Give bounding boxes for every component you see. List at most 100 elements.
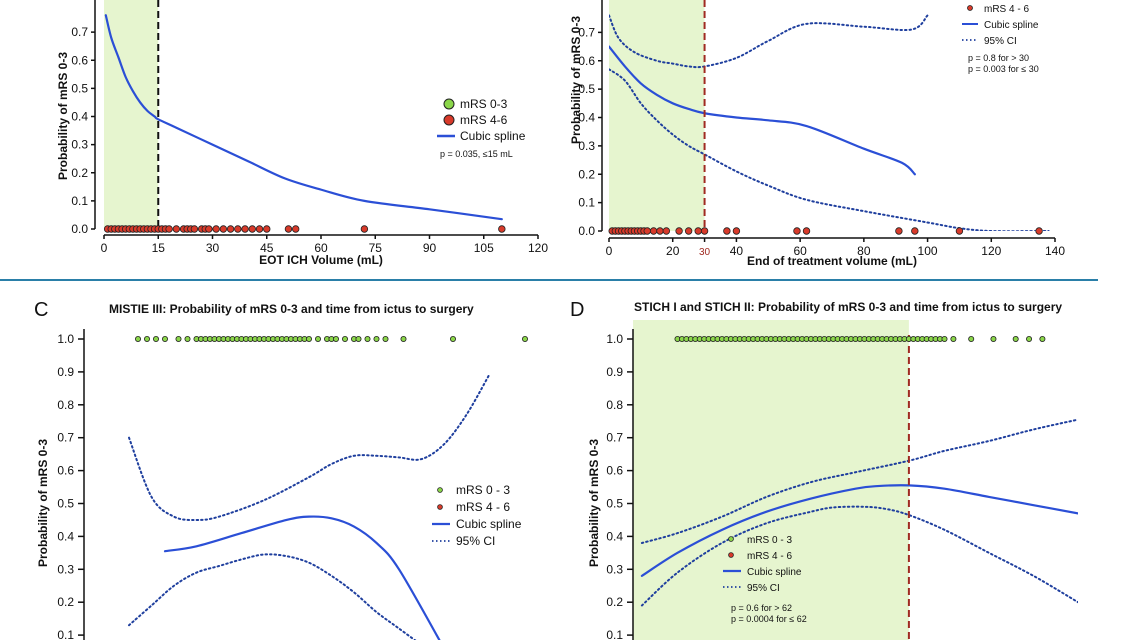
data-point bbox=[355, 335, 362, 342]
data-point bbox=[723, 227, 731, 235]
legend-label: 95% CI bbox=[456, 534, 495, 548]
panel-title: STICH I and STICH II: Probability of mRS… bbox=[634, 300, 1062, 314]
p-value-annotation: p = 0.003 for ≤ 30 bbox=[968, 64, 1039, 74]
data-point bbox=[643, 227, 651, 235]
plot-area bbox=[609, 0, 1050, 231]
data-point bbox=[684, 227, 693, 235]
x-tick-label: 60 bbox=[793, 244, 807, 258]
y-axis-label: Probability of mRS 0-3 bbox=[569, 16, 583, 144]
legend-label: 95% CI bbox=[747, 583, 780, 594]
p-value-annotation: p = 0.0004 for ≤ 62 bbox=[731, 614, 807, 624]
y-tick-label: 1.0 bbox=[606, 332, 623, 346]
data-point bbox=[382, 335, 389, 342]
y-tick-label: 0.6 bbox=[578, 54, 595, 68]
y-tick-label: 0.3 bbox=[606, 562, 623, 576]
data-point bbox=[990, 335, 997, 342]
data-point bbox=[143, 335, 150, 342]
y-tick-label: 0.3 bbox=[578, 139, 595, 153]
x-tick-label: 105 bbox=[474, 241, 494, 255]
y-tick-label: 1.0 bbox=[57, 332, 74, 346]
data-point bbox=[305, 335, 312, 342]
panel-a: 0.0 0.1 0.2 0.3 0.4 0.5 0.6 0.7 0 15 30 45 60 75 90 105… bbox=[56, 0, 548, 267]
x-tick-label: 0 bbox=[101, 241, 108, 255]
y-axis-label: Probability of mRS 0-3 bbox=[36, 439, 50, 567]
y-tick-label: 0.1 bbox=[57, 628, 74, 640]
y-tick-label: 0.4 bbox=[57, 529, 74, 543]
data-point bbox=[1039, 335, 1046, 342]
shaded-region bbox=[633, 320, 909, 640]
data-point bbox=[175, 335, 182, 342]
data-point bbox=[968, 335, 975, 342]
data-point bbox=[1035, 227, 1043, 235]
data-point bbox=[152, 335, 159, 342]
spline-line bbox=[104, 14, 503, 221]
y-tick-label: 0.0 bbox=[71, 222, 88, 236]
legend: mRS 0 - 3 mRS 4 - 6 Cubic spline 95% CI bbox=[723, 535, 802, 594]
plot-area bbox=[104, 0, 503, 229]
legend-label: mRS 4 - 6 bbox=[984, 4, 1029, 15]
data-point bbox=[161, 335, 168, 342]
y-tick-label: 0.1 bbox=[578, 196, 595, 210]
data-point bbox=[895, 227, 903, 235]
data-point bbox=[241, 225, 249, 233]
legend-label: Cubic spline bbox=[747, 567, 802, 578]
data-point bbox=[219, 225, 228, 233]
data-point bbox=[732, 227, 741, 235]
y-tick-label: 0.3 bbox=[71, 138, 88, 152]
data-point bbox=[950, 335, 957, 342]
p-value-annotation: p = 0.8 for > 30 bbox=[968, 53, 1029, 63]
data-point bbox=[341, 335, 348, 342]
x-tick-label: 0 bbox=[606, 244, 613, 258]
y-tick-label: 0.6 bbox=[71, 53, 88, 67]
panel-letter: C bbox=[34, 299, 48, 321]
y-tick-label: 0.1 bbox=[606, 628, 623, 640]
y-tick-label: 0.2 bbox=[578, 167, 595, 181]
y-tick-label: 0.4 bbox=[606, 529, 623, 543]
shaded-region bbox=[104, 0, 159, 229]
ci-line bbox=[128, 374, 490, 521]
legend-label: mRS 0-3 bbox=[460, 97, 508, 111]
data-point bbox=[165, 225, 173, 233]
legend-label: mRS 4 - 6 bbox=[747, 551, 792, 562]
data-point bbox=[649, 227, 658, 235]
data-point bbox=[662, 227, 671, 235]
data-point bbox=[184, 335, 191, 342]
data-point bbox=[226, 225, 235, 233]
y-tick-label: 0.7 bbox=[606, 431, 623, 445]
y-tick-label: 0.3 bbox=[57, 562, 74, 576]
x-axis-label: EOT ICH Volume (mL) bbox=[259, 253, 383, 267]
panel-letter: D bbox=[570, 299, 584, 321]
legend-label: Cubic spline bbox=[460, 129, 526, 143]
ci-line bbox=[609, 68, 1050, 231]
x-tick-label: 60 bbox=[314, 241, 328, 255]
x-tick-label: 80 bbox=[857, 244, 871, 258]
data-point bbox=[255, 225, 264, 233]
x-tick-label: 30 bbox=[699, 247, 711, 258]
data-point bbox=[364, 335, 371, 342]
spline-line bbox=[163, 515, 441, 640]
data-point bbox=[205, 225, 213, 233]
y-tick-label: 0.9 bbox=[606, 365, 623, 379]
x-tick-label: 15 bbox=[152, 241, 166, 255]
y-tick-label: 0.7 bbox=[57, 431, 74, 445]
legend: mRS 4 - 6 Cubic spline 95% CI bbox=[962, 4, 1039, 47]
y-tick-label: 0.4 bbox=[71, 110, 88, 124]
x-tick-label: 40 bbox=[730, 244, 744, 258]
x-tick-label: 30 bbox=[206, 241, 220, 255]
legend-label: 95% CI bbox=[984, 36, 1017, 47]
data-point bbox=[400, 335, 407, 342]
x-tick-label: 120 bbox=[528, 241, 548, 255]
y-axis-label: Probability of mRS 0-3 bbox=[587, 439, 601, 567]
x-axis-label: End of treatment volume (mL) bbox=[747, 254, 917, 268]
legend-label: mRS 0 - 3 bbox=[456, 483, 510, 497]
y-tick-label: 0.9 bbox=[57, 365, 74, 379]
legend-marker bbox=[437, 504, 443, 510]
data-point bbox=[190, 225, 199, 233]
data-point bbox=[522, 335, 529, 342]
panel-b: 0.0 0.1 0.2 0.3 0.4 0.5 0.6 0.7 0 20 30 40 60 80 100 12… bbox=[569, 0, 1065, 268]
y-tick-label: 0.2 bbox=[606, 595, 623, 609]
x-tick-label: 75 bbox=[369, 241, 383, 255]
panel-c: 0.1 0.2 0.3 0.4 0.5 0.6 0.7 0.8 0.9 1.0 Probabilit… bbox=[34, 299, 529, 640]
data-point bbox=[263, 225, 271, 233]
data-point bbox=[314, 335, 321, 342]
